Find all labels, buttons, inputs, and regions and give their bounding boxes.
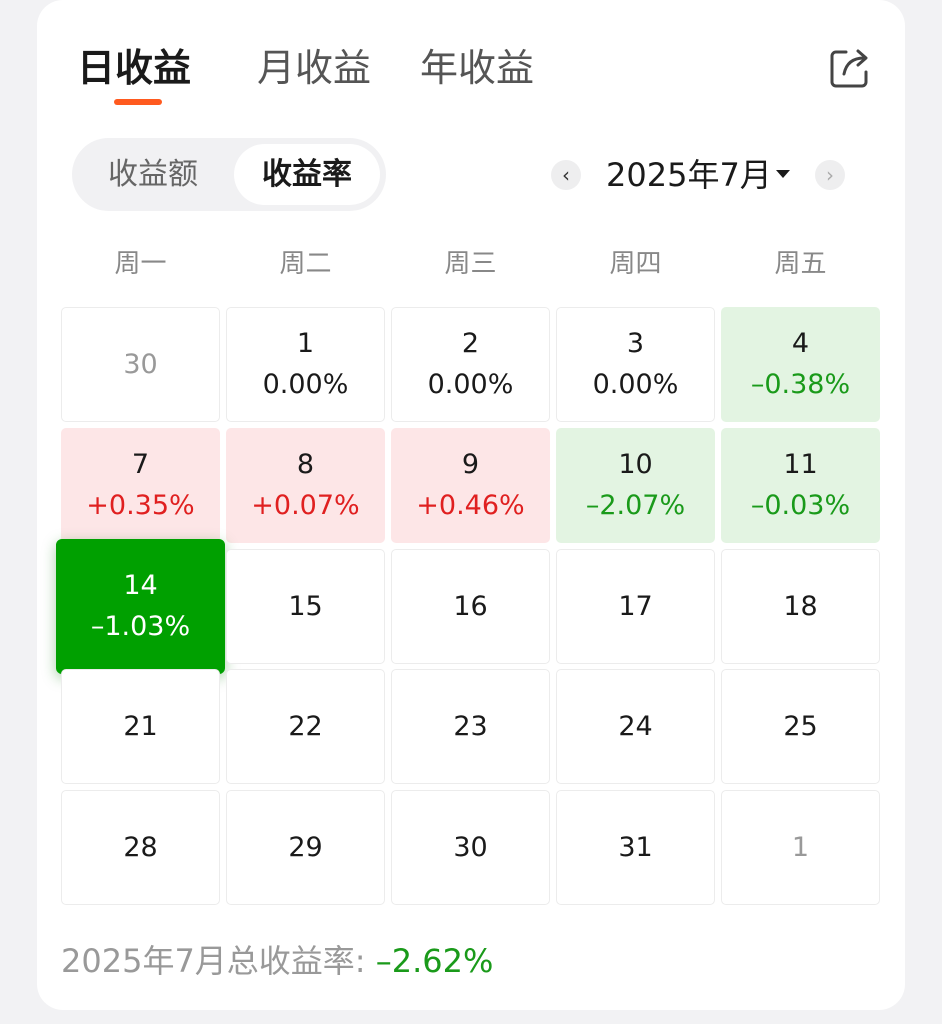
day-number: 29 xyxy=(288,831,323,863)
metric-toggle: 收益额 收益率 xyxy=(72,138,386,211)
daily-rate: 0.00% xyxy=(262,368,349,400)
day-number: 7 xyxy=(131,448,150,480)
day-number: 25 xyxy=(783,710,818,742)
chevron-right-icon: › xyxy=(826,163,834,187)
calendar-day-cell[interactable]: 31 xyxy=(556,790,715,905)
month-picker-label[interactable]: 2025年7月 xyxy=(606,156,772,194)
calendar-day-cell[interactable]: 10 –2.07% xyxy=(556,428,715,543)
share-icon[interactable] xyxy=(828,46,872,90)
day-number: 9 xyxy=(461,448,480,480)
day-number: 18 xyxy=(783,590,818,622)
month-total-value: –2.62% xyxy=(375,942,494,980)
calendar-day-cell[interactable]: 7 +0.35% xyxy=(61,428,220,543)
active-tab-indicator xyxy=(114,99,162,105)
calendar-day-cell[interactable]: 9 +0.46% xyxy=(391,428,550,543)
segment-amount[interactable]: 收益额 xyxy=(108,157,198,192)
calendar-day-cell[interactable]: 24 xyxy=(556,669,715,784)
day-number: 8 xyxy=(296,448,315,480)
calendar-day-cell[interactable]: 28 xyxy=(61,790,220,905)
day-number: 30 xyxy=(453,831,488,863)
tab-monthly[interactable]: 月收益 xyxy=(257,46,372,90)
day-number: 16 xyxy=(453,590,488,622)
daily-rate: +0.35% xyxy=(86,489,195,521)
month-total-label: 2025年7月总收益率: xyxy=(61,942,376,980)
day-number: 1 xyxy=(791,831,810,863)
calendar-day-cell[interactable]: 3 0.00% xyxy=(556,307,715,422)
daily-rate: –0.03% xyxy=(750,489,851,521)
next-month-button[interactable]: › xyxy=(815,160,845,190)
tab-daily[interactable]: 日收益 xyxy=(77,46,192,90)
calendar-day-cell[interactable]: 25 xyxy=(721,669,880,784)
calendar-day-cell[interactable]: 4 –0.38% xyxy=(721,307,880,422)
calendar-day-cell[interactable]: 1 xyxy=(721,790,880,905)
day-number: 23 xyxy=(453,710,488,742)
day-number: 4 xyxy=(791,327,810,359)
calendar-day-cell[interactable]: 17 xyxy=(556,549,715,664)
weekday-header: 周四 xyxy=(609,249,662,279)
day-number: 30 xyxy=(123,348,158,380)
day-number: 28 xyxy=(123,831,158,863)
weekday-header: 周一 xyxy=(114,249,167,279)
daily-rate: –0.38% xyxy=(750,368,851,400)
calendar-day-cell[interactable]: 16 xyxy=(391,549,550,664)
prev-month-button[interactable]: ‹ xyxy=(551,160,581,190)
calendar-day-cell[interactable]: 22 xyxy=(226,669,385,784)
daily-rate: 0.00% xyxy=(592,368,679,400)
weekday-header: 周二 xyxy=(279,249,332,279)
month-total-rate: 2025年7月总收益率: –2.62% xyxy=(61,938,493,984)
daily-rate: –1.03% xyxy=(90,610,191,642)
day-number: 2 xyxy=(461,327,480,359)
daily-rate: +0.46% xyxy=(416,489,525,521)
day-number: 21 xyxy=(123,710,158,742)
tab-yearly[interactable]: 年收益 xyxy=(420,46,535,90)
weekday-header: 周三 xyxy=(444,249,497,279)
day-number: 1 xyxy=(296,327,315,359)
calendar-day-cell[interactable]: 8 +0.07% xyxy=(226,428,385,543)
calendar-day-cell[interactable]: 2 0.00% xyxy=(391,307,550,422)
daily-rate: +0.07% xyxy=(251,489,360,521)
segment-rate[interactable]: 收益率 xyxy=(234,144,380,205)
calendar-day-cell[interactable]: 30 xyxy=(61,307,220,422)
day-number: 14 xyxy=(123,569,158,601)
day-number: 15 xyxy=(288,590,323,622)
day-number: 17 xyxy=(618,590,653,622)
weekday-header: 周五 xyxy=(774,249,827,279)
calendar-day-cell[interactable]: 15 xyxy=(226,549,385,664)
calendar-day-cell[interactable]: 14 –1.03% xyxy=(56,539,225,674)
daily-rate: –2.07% xyxy=(585,489,686,521)
chevron-left-icon: ‹ xyxy=(562,163,570,187)
calendar-day-cell[interactable]: 23 xyxy=(391,669,550,784)
calendar-day-cell[interactable]: 21 xyxy=(61,669,220,784)
day-number: 24 xyxy=(618,710,653,742)
calendar-day-cell[interactable]: 18 xyxy=(721,549,880,664)
day-number: 10 xyxy=(618,448,653,480)
day-number: 3 xyxy=(626,327,645,359)
calendar-day-cell[interactable]: 30 xyxy=(391,790,550,905)
day-number: 11 xyxy=(783,448,818,480)
day-number: 22 xyxy=(288,710,323,742)
caret-down-icon[interactable] xyxy=(776,170,790,178)
daily-rate: 0.00% xyxy=(427,368,514,400)
day-number: 31 xyxy=(618,831,653,863)
calendar-day-cell[interactable]: 1 0.00% xyxy=(226,307,385,422)
calendar-day-cell[interactable]: 29 xyxy=(226,790,385,905)
calendar-day-cell[interactable]: 11 –0.03% xyxy=(721,428,880,543)
